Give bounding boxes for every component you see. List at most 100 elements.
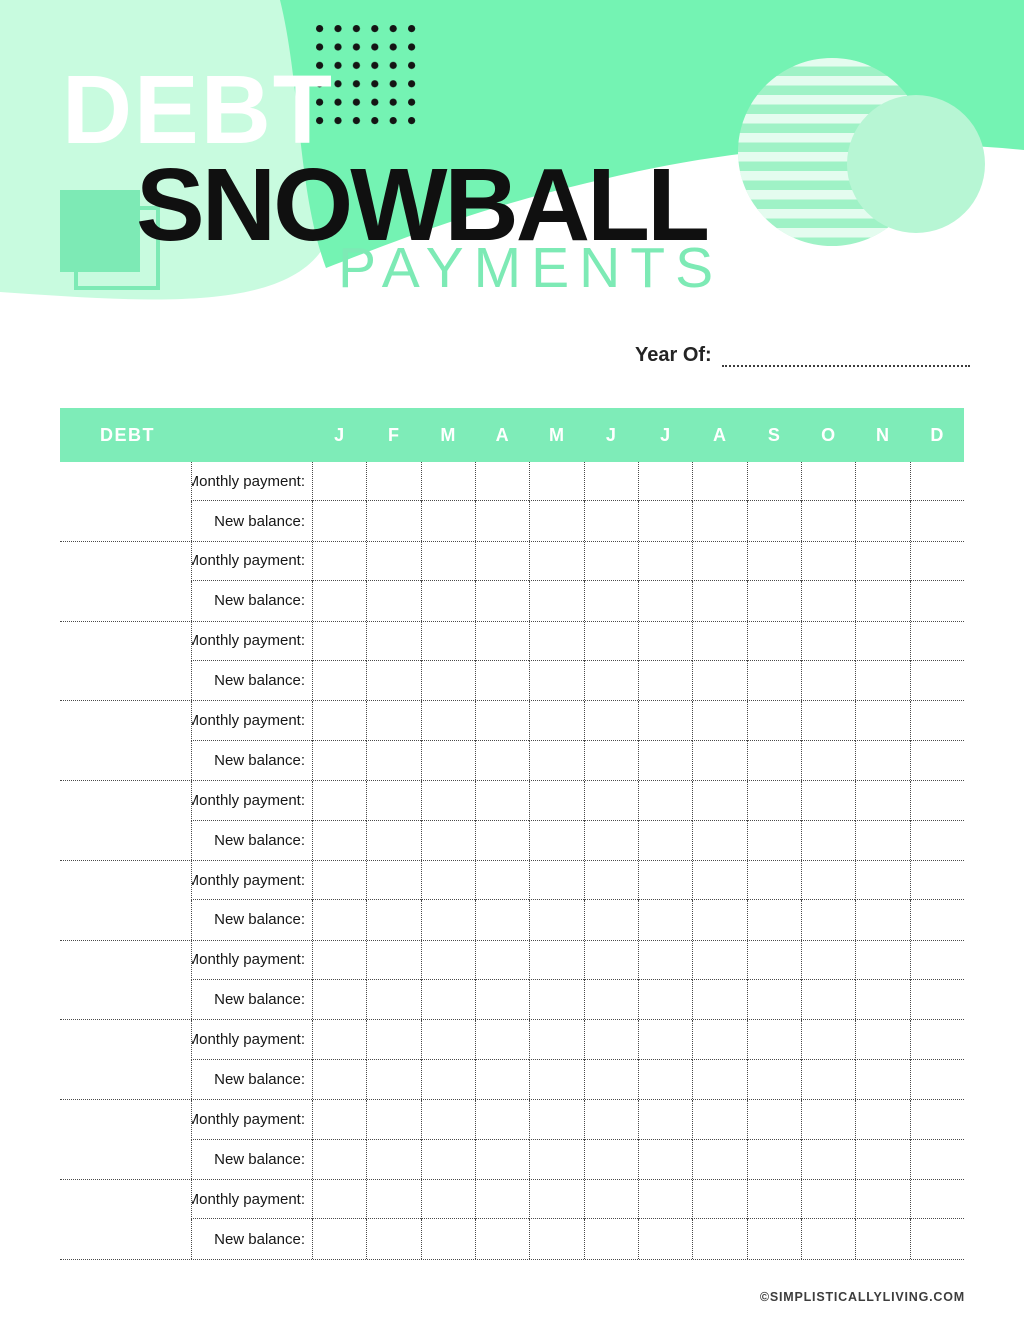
balance-cell-row3-month8[interactable] bbox=[692, 660, 746, 701]
payment-cell-row8-month3[interactable] bbox=[420, 1020, 475, 1060]
payment-cell-row5-month3[interactable] bbox=[420, 781, 475, 821]
payment-cell-row2-month1[interactable] bbox=[312, 541, 367, 582]
payment-cell-row3-month5[interactable] bbox=[529, 621, 584, 661]
payment-cell-row4-month7[interactable] bbox=[637, 701, 693, 741]
balance-cell-row10-month5[interactable] bbox=[529, 1219, 583, 1259]
balance-cell-row3-month7[interactable] bbox=[637, 660, 692, 701]
balance-cell-row7-month2[interactable] bbox=[366, 980, 420, 1020]
payment-cell-row7-month9[interactable] bbox=[746, 940, 801, 981]
debt-name-cell-4[interactable] bbox=[60, 701, 191, 780]
balance-cell-row1-month5[interactable] bbox=[529, 501, 583, 541]
balance-cell-row7-month4[interactable] bbox=[474, 980, 529, 1020]
balance-cell-row1-month1[interactable] bbox=[312, 501, 366, 541]
payment-cell-row2-month5[interactable] bbox=[529, 541, 584, 582]
balance-cell-row2-month5[interactable] bbox=[529, 581, 583, 621]
balance-cell-row6-month10[interactable] bbox=[800, 900, 855, 940]
balance-cell-row4-month9[interactable] bbox=[746, 740, 801, 781]
balance-cell-row7-month6[interactable] bbox=[583, 980, 638, 1020]
payment-cell-row5-month9[interactable] bbox=[746, 781, 801, 821]
payment-cell-row7-month3[interactable] bbox=[420, 940, 475, 981]
balance-cell-row3-month11[interactable] bbox=[855, 660, 909, 701]
payment-cell-row3-month6[interactable] bbox=[583, 621, 638, 661]
payment-cell-row6-month4[interactable] bbox=[474, 860, 530, 901]
balance-cell-row2-month12[interactable] bbox=[909, 581, 964, 621]
payment-cell-row7-month11[interactable] bbox=[855, 940, 910, 981]
balance-cell-row1-month9[interactable] bbox=[746, 501, 801, 541]
payment-cell-row9-month7[interactable] bbox=[637, 1100, 693, 1140]
payment-cell-row3-month3[interactable] bbox=[420, 621, 475, 661]
payment-cell-row3-month10[interactable] bbox=[800, 621, 856, 661]
payment-cell-row7-month10[interactable] bbox=[800, 940, 856, 981]
payment-cell-row5-month7[interactable] bbox=[637, 781, 693, 821]
payment-cell-row7-month8[interactable] bbox=[692, 940, 747, 981]
balance-cell-row1-month12[interactable] bbox=[909, 501, 964, 541]
balance-cell-row4-month7[interactable] bbox=[637, 740, 692, 781]
balance-cell-row4-month4[interactable] bbox=[474, 740, 529, 781]
debt-name-cell-3[interactable] bbox=[60, 622, 191, 701]
balance-cell-row4-month11[interactable] bbox=[855, 740, 909, 781]
balance-cell-row10-month9[interactable] bbox=[746, 1219, 801, 1259]
debt-name-cell-5[interactable] bbox=[60, 781, 191, 860]
balance-cell-row2-month7[interactable] bbox=[637, 581, 692, 621]
balance-cell-row10-month12[interactable] bbox=[909, 1219, 964, 1259]
payment-cell-row10-month3[interactable] bbox=[420, 1180, 475, 1220]
payment-cell-row9-month6[interactable] bbox=[583, 1100, 638, 1140]
payment-cell-row10-month1[interactable] bbox=[312, 1180, 367, 1220]
payment-cell-row6-month12[interactable] bbox=[909, 860, 964, 901]
balance-cell-row4-month10[interactable] bbox=[800, 740, 855, 781]
payment-cell-row6-month6[interactable] bbox=[583, 860, 638, 901]
payment-cell-row7-month2[interactable] bbox=[366, 940, 421, 981]
payment-cell-row1-month9[interactable] bbox=[746, 462, 801, 502]
debt-name-cell-6[interactable] bbox=[60, 861, 191, 940]
payment-cell-row10-month5[interactable] bbox=[529, 1180, 584, 1220]
payment-cell-row4-month6[interactable] bbox=[583, 701, 638, 741]
payment-cell-row4-month3[interactable] bbox=[420, 701, 475, 741]
payment-cell-row2-month2[interactable] bbox=[366, 541, 421, 582]
balance-cell-row7-month12[interactable] bbox=[909, 980, 964, 1020]
payment-cell-row7-month7[interactable] bbox=[637, 940, 693, 981]
balance-cell-row1-month2[interactable] bbox=[366, 501, 420, 541]
payment-cell-row10-month9[interactable] bbox=[746, 1180, 801, 1220]
payment-cell-row1-month1[interactable] bbox=[312, 462, 367, 502]
payment-cell-row5-month4[interactable] bbox=[474, 781, 530, 821]
balance-cell-row5-month2[interactable] bbox=[366, 820, 420, 860]
balance-cell-row2-month10[interactable] bbox=[800, 581, 855, 621]
balance-cell-row8-month1[interactable] bbox=[312, 1059, 366, 1100]
payment-cell-row5-month8[interactable] bbox=[692, 781, 747, 821]
debt-name-cell-2[interactable] bbox=[60, 542, 191, 621]
payment-cell-row2-month8[interactable] bbox=[692, 541, 747, 582]
payment-cell-row4-month1[interactable] bbox=[312, 701, 367, 741]
balance-cell-row10-month10[interactable] bbox=[800, 1219, 855, 1259]
balance-cell-row9-month5[interactable] bbox=[529, 1139, 583, 1180]
balance-cell-row6-month5[interactable] bbox=[529, 900, 583, 940]
balance-cell-row2-month3[interactable] bbox=[420, 581, 475, 621]
balance-cell-row8-month7[interactable] bbox=[637, 1059, 692, 1100]
balance-cell-row2-month2[interactable] bbox=[366, 581, 420, 621]
balance-cell-row10-month8[interactable] bbox=[692, 1219, 746, 1259]
balance-cell-row1-month11[interactable] bbox=[855, 501, 909, 541]
balance-cell-row5-month7[interactable] bbox=[637, 820, 692, 860]
balance-cell-row9-month8[interactable] bbox=[692, 1139, 746, 1180]
balance-cell-row3-month4[interactable] bbox=[474, 660, 529, 701]
payment-cell-row9-month11[interactable] bbox=[855, 1100, 910, 1140]
balance-cell-row2-month6[interactable] bbox=[583, 581, 638, 621]
payment-cell-row3-month1[interactable] bbox=[312, 621, 367, 661]
payment-cell-row1-month12[interactable] bbox=[909, 462, 964, 502]
payment-cell-row10-month11[interactable] bbox=[855, 1180, 910, 1220]
payment-cell-row3-month4[interactable] bbox=[474, 621, 530, 661]
balance-cell-row9-month12[interactable] bbox=[909, 1139, 964, 1180]
payment-cell-row1-month7[interactable] bbox=[637, 462, 693, 502]
payment-cell-row3-month8[interactable] bbox=[692, 621, 747, 661]
payment-cell-row9-month10[interactable] bbox=[800, 1100, 856, 1140]
payment-cell-row2-month11[interactable] bbox=[855, 541, 910, 582]
balance-cell-row10-month11[interactable] bbox=[855, 1219, 909, 1259]
balance-cell-row5-month9[interactable] bbox=[746, 820, 801, 860]
payment-cell-row1-month2[interactable] bbox=[366, 462, 421, 502]
payment-cell-row9-month12[interactable] bbox=[909, 1100, 964, 1140]
balance-cell-row7-month8[interactable] bbox=[692, 980, 746, 1020]
payment-cell-row6-month5[interactable] bbox=[529, 860, 584, 901]
payment-cell-row9-month9[interactable] bbox=[746, 1100, 801, 1140]
balance-cell-row9-month3[interactable] bbox=[420, 1139, 475, 1180]
balance-cell-row7-month10[interactable] bbox=[800, 980, 855, 1020]
balance-cell-row2-month11[interactable] bbox=[855, 581, 909, 621]
